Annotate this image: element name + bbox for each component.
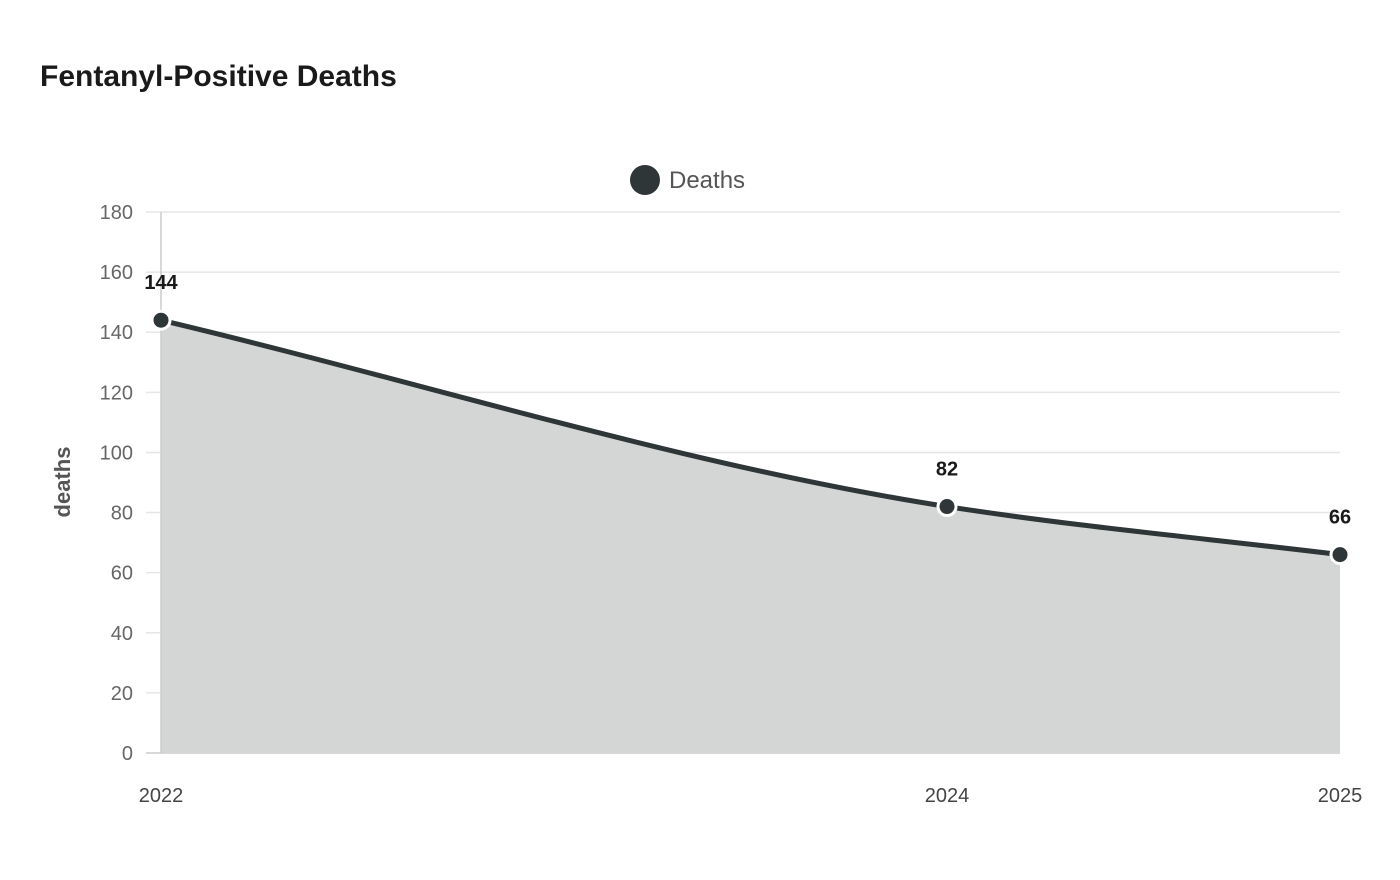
data-label: 66 xyxy=(1329,507,1351,529)
y-tick-label: 100 xyxy=(100,442,133,464)
series-line-group xyxy=(158,317,1343,558)
y-tick-label: 140 xyxy=(100,322,133,344)
y-tick-label: 20 xyxy=(111,683,133,705)
x-tick-label: 2025 xyxy=(1318,785,1363,807)
y-tick-label: 60 xyxy=(111,563,133,585)
y-tick-label: 180 xyxy=(100,202,133,224)
data-point[interactable] xyxy=(1329,544,1351,566)
data-label: 82 xyxy=(936,459,958,481)
legend[interactable]: Deaths xyxy=(630,165,745,195)
y-tick-labels: 0 20 40 60 80 100 120 140 160 180 xyxy=(100,202,133,765)
legend-label: Deaths xyxy=(669,167,745,194)
data-point[interactable] xyxy=(150,309,172,331)
y-tick-label: 80 xyxy=(111,503,133,525)
data-label: 144 xyxy=(144,272,178,294)
y-tick-label: 160 xyxy=(100,262,133,284)
legend-swatch xyxy=(630,165,660,195)
data-labels: 144 82 66 xyxy=(144,272,1351,528)
y-axis-title: deaths xyxy=(50,447,75,518)
area-fill xyxy=(161,320,1340,753)
y-tick-label: 0 xyxy=(122,743,133,765)
x-tick-labels: 2022 2024 2025 xyxy=(139,785,1363,807)
x-tick-label: 2022 xyxy=(139,785,184,807)
data-point[interactable] xyxy=(936,496,958,518)
data-points xyxy=(150,309,1351,566)
y-tick-label: 40 xyxy=(111,623,133,645)
chart-title: Fentanyl-Positive Deaths xyxy=(40,60,397,93)
y-tick-label: 120 xyxy=(100,382,133,404)
area-fill-group xyxy=(161,320,1340,753)
series-line xyxy=(158,317,1343,558)
x-tick-label: 2024 xyxy=(925,785,970,807)
